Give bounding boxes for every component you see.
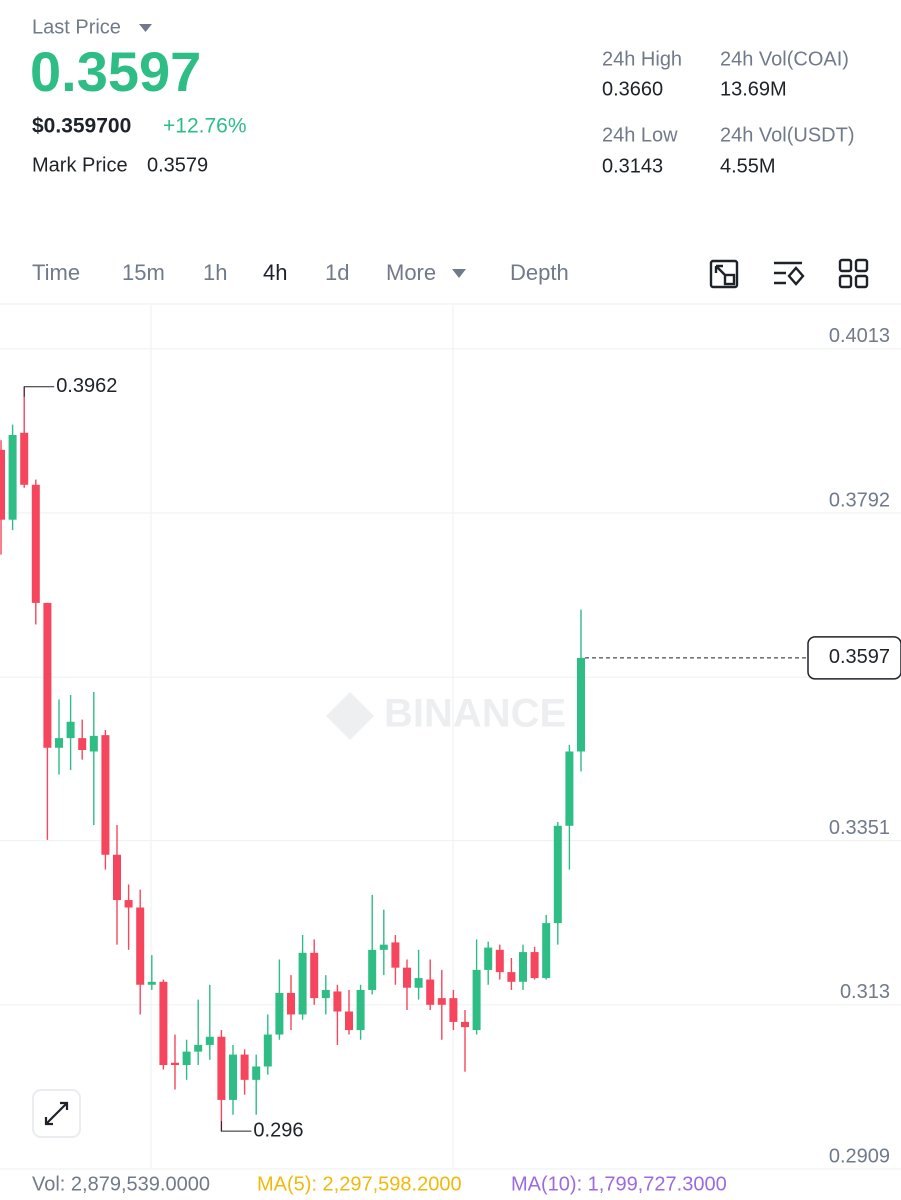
- candle-body: [484, 947, 493, 970]
- last-price-box: [807, 636, 901, 680]
- y-tick-label: 0.4013: [829, 325, 890, 347]
- tab[interactable]: More: [386, 260, 436, 285]
- candle-body: [8, 435, 17, 520]
- stat-value: 4.55M: [720, 155, 776, 177]
- candle-body: [263, 1034, 272, 1067]
- stat-value: 0.3660: [602, 78, 663, 100]
- candle-body: [519, 952, 527, 982]
- candle-body: [356, 989, 365, 1031]
- price-change: +12.76%: [163, 115, 247, 138]
- dropdown-arrow[interactable]: [139, 24, 152, 32]
- candle-body: [495, 949, 504, 973]
- stat-label: 24h High: [602, 48, 682, 70]
- ma10: MA(10): 1,799,727.3000: [511, 1173, 727, 1195]
- candle-body: [217, 1036, 226, 1100]
- candle-body: [229, 1054, 237, 1100]
- low-marker: 0.296: [253, 1119, 303, 1141]
- tab[interactable]: 15m: [122, 260, 165, 285]
- candle-body: [565, 751, 574, 826]
- y-tick-label: 0.3792: [829, 489, 890, 511]
- candle-body: [101, 735, 110, 855]
- mark-price-label: Mark Price: [32, 154, 128, 176]
- tab-active[interactable]: 4h: [263, 260, 287, 285]
- tab[interactable]: 1d: [325, 260, 349, 285]
- y-tick-label: 0.3351: [829, 817, 890, 839]
- ma5: MA(5): 2,297,598.2000: [257, 1173, 462, 1195]
- candle-body: [55, 738, 63, 748]
- high-marker-line: [23, 386, 55, 397]
- volume: Vol: 2,879,539.0000: [32, 1173, 210, 1195]
- watermark-text: BINANCE: [384, 692, 566, 736]
- candle-body: [287, 992, 295, 1015]
- candle-body: [577, 657, 585, 752]
- candle-body: [31, 484, 40, 603]
- low-marker-line: [220, 1121, 252, 1132]
- candle-body: [298, 952, 307, 1015]
- candle-body: [182, 1051, 191, 1065]
- candle-body: [449, 998, 458, 1022]
- icon-button[interactable]: [709, 259, 739, 289]
- candle-body: [553, 825, 562, 924]
- candle-body: [507, 972, 516, 982]
- y-tick-label: 0.313: [840, 981, 890, 1003]
- candle-body: [136, 907, 145, 985]
- icon-button[interactable]: [838, 258, 869, 289]
- candle-body: [0, 449, 5, 520]
- candle-body: [379, 944, 388, 950]
- stat-label: 24h Vol(COAI): [720, 48, 849, 70]
- stat-value: 13.69M: [720, 78, 787, 100]
- last-price: 0.3597: [30, 40, 201, 103]
- candle-body: [171, 1062, 179, 1065]
- tab[interactable]: 1h: [203, 260, 227, 285]
- usd-price: $0.359700: [32, 115, 131, 138]
- high-marker: 0.3962: [56, 375, 117, 397]
- expand-button[interactable]: [32, 1089, 81, 1138]
- candle-body: [78, 738, 87, 751]
- icon-button[interactable]: [774, 261, 805, 286]
- y-tick-label: 0.2909: [829, 1145, 890, 1167]
- candle-body: [275, 992, 284, 1035]
- candle-body: [403, 967, 411, 988]
- candle-body: [159, 981, 168, 1065]
- toolbar-icons: [709, 258, 869, 289]
- last-price-label[interactable]: Last Price: [32, 16, 121, 38]
- candle-body: [414, 978, 423, 988]
- candle-body: [205, 1036, 214, 1045]
- candle-body: [542, 923, 551, 979]
- candle-body: [113, 854, 121, 901]
- candle-body: [321, 989, 330, 999]
- candle-body: [391, 942, 400, 968]
- candle-body: [345, 1011, 353, 1031]
- candle-body: [310, 952, 319, 999]
- stat-label: 24h Low: [602, 124, 678, 146]
- candle-body: [43, 602, 52, 748]
- candle-body: [437, 998, 446, 1005]
- candle-body: [194, 1044, 203, 1052]
- last-price-label: 0.3597: [829, 646, 890, 668]
- candle-body: [20, 432, 29, 485]
- chart: 0.40130.37920.35710.33510.3130.29090.396…: [0, 305, 901, 1170]
- candle-body: [530, 952, 539, 979]
- candle-body: [66, 721, 75, 739]
- stat-value: 0.3143: [602, 155, 663, 177]
- candle-body: [89, 735, 98, 752]
- candle-body: [124, 900, 133, 908]
- stat-label: 24h Vol(USDT): [720, 124, 855, 146]
- tab[interactable]: Time: [32, 260, 80, 285]
- candle-body: [333, 991, 342, 1012]
- candle-body: [472, 969, 481, 1031]
- candle-body: [252, 1066, 261, 1080]
- watermark: BINANCE: [326, 692, 566, 740]
- candle-body: [368, 949, 377, 990]
- candle-body: [240, 1054, 249, 1080]
- dropdown-arrow[interactable]: [452, 269, 466, 278]
- tab[interactable]: Depth: [510, 260, 569, 285]
- mark-price: 0.3579: [147, 154, 208, 176]
- candle-body: [147, 981, 156, 985]
- candle-body: [426, 979, 435, 1005]
- candle-body: [461, 1021, 469, 1028]
